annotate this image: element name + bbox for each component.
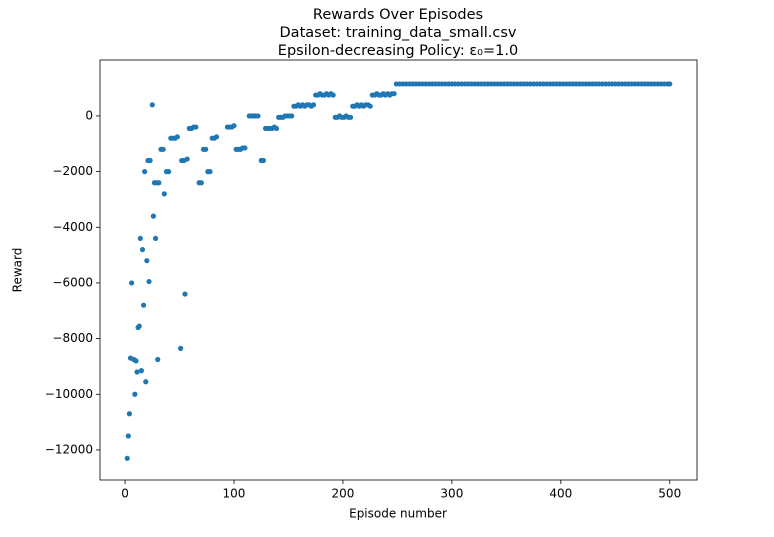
point: [155, 356, 161, 363]
point: [146, 278, 152, 285]
point: [203, 146, 209, 152]
point: [137, 235, 143, 242]
point: [273, 125, 280, 132]
point: [391, 91, 397, 97]
point: [140, 302, 147, 308]
point: [289, 113, 295, 119]
point: [144, 258, 150, 264]
chart-subtitle: Dataset: training_data_small.csv: [280, 25, 517, 41]
point: [132, 391, 138, 397]
x-tick-label: 0: [121, 487, 129, 501]
point: [152, 235, 159, 242]
point: [184, 156, 190, 162]
point: [143, 379, 149, 385]
point: [124, 455, 130, 461]
y-tick-label: −8000: [52, 331, 93, 345]
x-tick-label: 400: [549, 487, 572, 501]
point: [147, 157, 153, 164]
point: [133, 358, 139, 364]
x-tick-label: 500: [658, 487, 681, 501]
point: [242, 145, 248, 151]
point: [198, 180, 204, 186]
point: [134, 369, 140, 375]
point: [126, 411, 133, 417]
point: [231, 123, 237, 129]
point: [260, 157, 267, 164]
point: [156, 180, 162, 186]
chart-title: Rewards Over Episodes: [313, 7, 483, 23]
point: [149, 102, 155, 108]
point: [213, 134, 220, 140]
y-tick-label: −6000: [52, 275, 93, 289]
y-tick-label: −12000: [45, 442, 93, 456]
point: [367, 103, 373, 109]
point: [310, 102, 317, 108]
y-tick-label: 0: [85, 108, 93, 122]
point: [178, 345, 184, 351]
y-tick-label: −4000: [52, 220, 93, 234]
point: [330, 92, 336, 98]
y-tick-label: −2000: [52, 164, 93, 178]
x-tick-label: 200: [331, 487, 354, 501]
point: [142, 169, 148, 175]
point: [166, 169, 172, 175]
x-tick-label: 300: [440, 487, 463, 501]
point: [255, 113, 261, 119]
y-tick-label: −10000: [45, 387, 93, 401]
x-tick-label: 100: [223, 487, 246, 501]
point: [139, 246, 146, 253]
plot-frame: [99, 59, 698, 481]
point: [138, 368, 144, 374]
x-axis-label: Episode number: [349, 507, 447, 521]
point: [136, 323, 142, 329]
chart-subtitle: Epsilon-decreasing Policy: ε₀=1.0: [278, 43, 518, 59]
point: [667, 81, 673, 87]
point: [125, 433, 131, 439]
point: [150, 213, 156, 219]
point: [347, 114, 354, 120]
point: [160, 146, 166, 152]
point: [182, 291, 188, 297]
point: [207, 169, 213, 175]
point: [193, 124, 199, 130]
point: [174, 134, 180, 140]
point: [161, 191, 167, 197]
point: [128, 280, 135, 286]
y-axis-label: Reward: [11, 248, 25, 293]
